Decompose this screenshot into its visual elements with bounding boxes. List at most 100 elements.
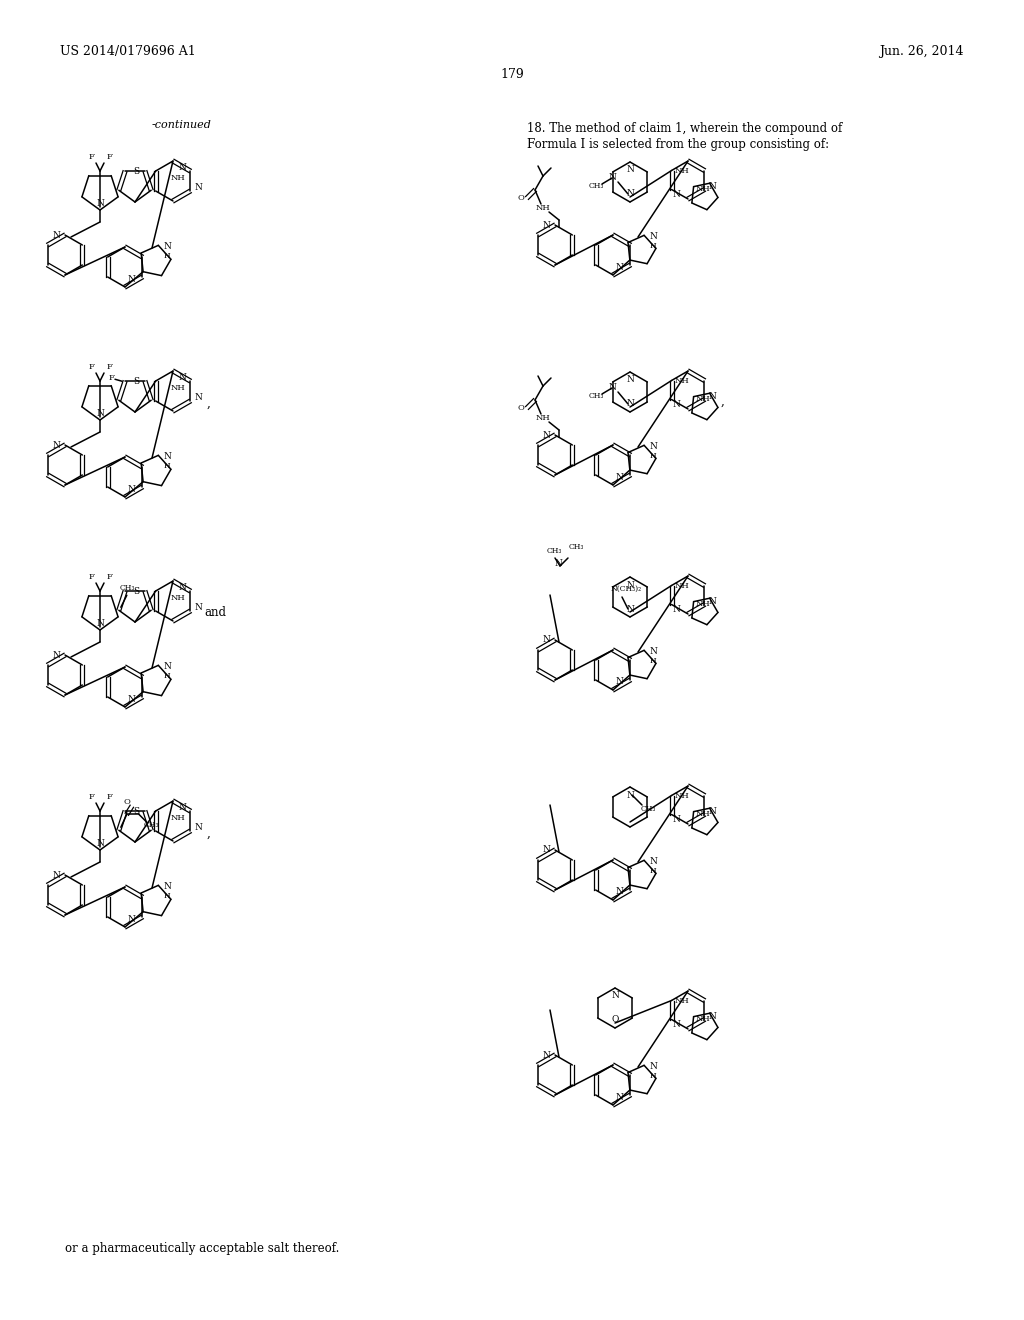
Text: N: N	[608, 384, 616, 392]
Text: NH: NH	[695, 809, 710, 817]
Text: N: N	[164, 882, 171, 891]
Text: N: N	[178, 374, 186, 383]
Text: F: F	[106, 793, 112, 801]
Text: N: N	[178, 164, 186, 173]
Text: NH: NH	[675, 168, 689, 176]
Text: NH: NH	[695, 599, 710, 607]
Text: N: N	[615, 1093, 623, 1101]
Text: N: N	[52, 231, 60, 239]
Text: S: S	[133, 807, 139, 816]
Text: S: S	[133, 587, 139, 595]
Text: N: N	[127, 694, 135, 704]
Text: H: H	[650, 1072, 656, 1080]
Text: N: N	[626, 581, 634, 590]
Text: N: N	[96, 619, 104, 627]
Text: N: N	[709, 597, 717, 606]
Text: N: N	[542, 220, 550, 230]
Text: N(CH₃)₂: N(CH₃)₂	[610, 585, 642, 593]
Text: N: N	[542, 1051, 550, 1060]
Text: N: N	[611, 991, 618, 1001]
Text: NH: NH	[675, 792, 689, 800]
Text: N: N	[709, 807, 717, 816]
Text: N: N	[626, 165, 634, 174]
Text: N: N	[542, 846, 550, 854]
Text: F: F	[88, 363, 94, 371]
Text: NH: NH	[695, 395, 710, 403]
Text: N: N	[649, 232, 657, 240]
Text: F: F	[88, 153, 94, 161]
Text: N: N	[626, 791, 634, 800]
Text: NH: NH	[695, 1015, 710, 1023]
Text: O: O	[124, 799, 130, 807]
Text: N: N	[615, 887, 623, 896]
Text: H: H	[164, 892, 171, 900]
Text: F: F	[106, 153, 112, 161]
Text: N: N	[52, 441, 60, 450]
Text: NH: NH	[675, 582, 689, 590]
Text: N: N	[673, 190, 681, 199]
Text: N: N	[195, 603, 203, 612]
Text: N: N	[709, 182, 717, 191]
Text: N: N	[127, 915, 135, 924]
Text: N: N	[615, 677, 623, 686]
Text: N: N	[195, 824, 203, 833]
Text: NH: NH	[675, 997, 689, 1005]
Text: N: N	[164, 661, 171, 671]
Text: N: N	[96, 838, 104, 847]
Text: CH₃: CH₃	[143, 821, 159, 829]
Text: N: N	[615, 263, 623, 272]
Text: N: N	[542, 635, 550, 644]
Text: NH: NH	[675, 378, 689, 385]
Text: N: N	[709, 392, 717, 401]
Text: N: N	[608, 173, 616, 182]
Text: Jun. 26, 2014: Jun. 26, 2014	[880, 45, 964, 58]
Text: -continued: -continued	[152, 120, 212, 129]
Text: CH₃: CH₃	[640, 805, 655, 813]
Text: O: O	[517, 194, 524, 202]
Text: H: H	[650, 657, 656, 665]
Text: N: N	[178, 583, 186, 593]
Text: H: H	[650, 243, 656, 251]
Text: N: N	[164, 451, 171, 461]
Text: S: S	[133, 376, 139, 385]
Text: N: N	[542, 430, 550, 440]
Text: N: N	[649, 857, 657, 866]
Text: N: N	[626, 605, 634, 614]
Text: F: F	[106, 363, 112, 371]
Text: 18. The method of claim 1, wherein the compound of: 18. The method of claim 1, wherein the c…	[527, 121, 843, 135]
Text: NH: NH	[536, 205, 550, 213]
Text: F: F	[88, 793, 94, 801]
Text: O: O	[517, 404, 524, 412]
Text: H: H	[164, 672, 171, 680]
Text: N: N	[673, 605, 681, 614]
Text: N: N	[127, 484, 135, 494]
Text: N: N	[673, 1020, 681, 1030]
Text: CH₃: CH₃	[589, 182, 604, 190]
Text: ,: ,	[721, 395, 724, 408]
Text: H: H	[164, 252, 171, 260]
Text: or a pharmaceutically acceptable salt thereof.: or a pharmaceutically acceptable salt th…	[65, 1242, 339, 1255]
Text: N: N	[96, 198, 104, 207]
Text: N: N	[195, 183, 203, 193]
Text: NH: NH	[170, 174, 185, 182]
Text: N: N	[649, 1061, 657, 1071]
Text: N: N	[554, 558, 562, 568]
Text: H: H	[164, 462, 171, 470]
Text: H: H	[650, 453, 656, 461]
Text: N: N	[127, 275, 135, 284]
Text: O: O	[611, 1015, 618, 1024]
Text: F: F	[109, 375, 114, 383]
Text: CH₃: CH₃	[568, 543, 584, 550]
Text: NH: NH	[695, 185, 710, 193]
Text: N: N	[649, 442, 657, 451]
Text: N: N	[52, 870, 60, 879]
Text: F: F	[88, 573, 94, 581]
Text: N: N	[195, 393, 203, 403]
Text: N: N	[626, 190, 634, 198]
Text: H: H	[650, 867, 656, 875]
Text: N: N	[673, 400, 681, 409]
Text: N: N	[673, 814, 681, 824]
Text: ,: ,	[207, 396, 210, 409]
Text: N: N	[164, 242, 171, 251]
Text: S: S	[133, 166, 139, 176]
